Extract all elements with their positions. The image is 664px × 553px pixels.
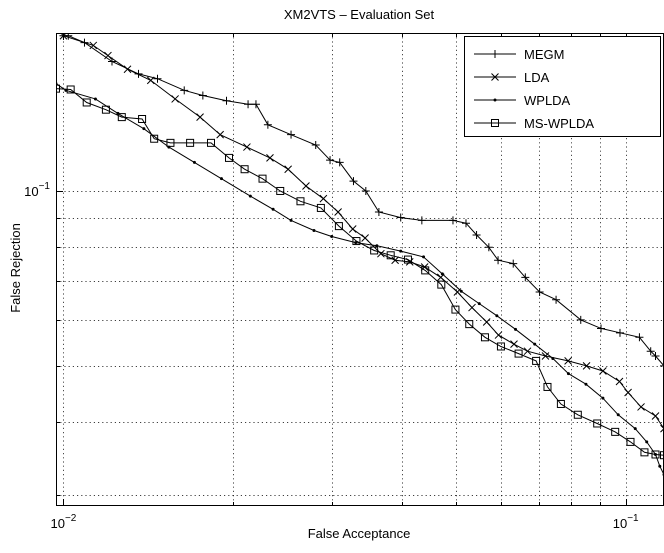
dot-marker xyxy=(193,161,196,164)
dot-marker xyxy=(495,314,498,317)
dot-marker xyxy=(441,272,444,275)
dot-marker xyxy=(533,343,536,346)
dot-marker xyxy=(601,397,604,400)
dot-marker xyxy=(617,413,620,416)
dot-marker xyxy=(494,99,497,102)
dot-marker xyxy=(142,127,145,130)
dot-marker xyxy=(634,427,637,430)
chart-title: XM2VTS – Evaluation Set xyxy=(284,7,435,22)
legend-label: MEGM xyxy=(524,47,564,62)
legend-label: WPLDA xyxy=(524,93,571,108)
dot-marker xyxy=(220,177,223,180)
y-axis-label: False Rejection xyxy=(8,223,23,313)
dot-marker xyxy=(249,195,252,198)
legend: MEGM LDA WPLDA MS-WPLDA xyxy=(465,37,661,137)
dot-marker xyxy=(94,97,97,100)
dot-marker xyxy=(290,219,293,222)
x-axis-label: False Acceptance xyxy=(308,526,411,541)
dot-marker xyxy=(645,440,648,443)
dot-marker xyxy=(460,290,463,293)
legend-label: MS-WPLDA xyxy=(524,116,594,131)
dot-marker xyxy=(422,255,425,258)
dot-marker xyxy=(584,383,587,386)
dot-marker xyxy=(272,208,275,211)
dot-marker xyxy=(551,357,554,360)
dot-marker xyxy=(567,372,570,375)
dot-marker xyxy=(514,328,517,331)
legend-label: LDA xyxy=(524,70,550,85)
dot-marker xyxy=(658,465,661,468)
dot-marker xyxy=(312,229,315,232)
dot-marker xyxy=(399,250,402,253)
dot-marker xyxy=(478,302,481,305)
dot-marker xyxy=(330,235,333,238)
